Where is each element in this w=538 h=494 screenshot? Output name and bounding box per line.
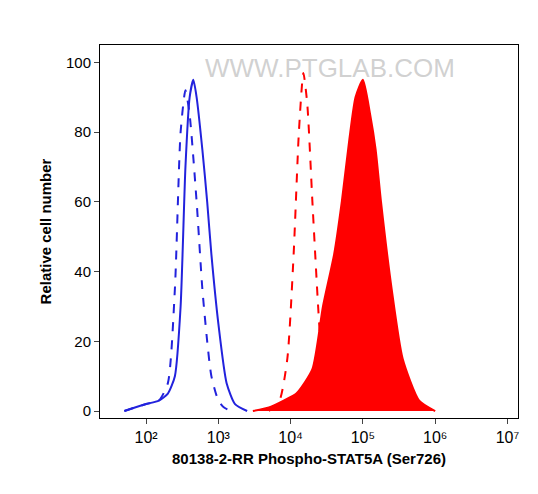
svg-text:10²: 10²: [135, 429, 159, 446]
svg-text:40: 40: [74, 263, 91, 280]
svg-text:0: 0: [83, 402, 91, 419]
svg-text:20: 20: [74, 333, 91, 350]
svg-text:10⁵: 10⁵: [351, 429, 375, 446]
svg-text:10⁷: 10⁷: [496, 429, 520, 446]
svg-text:10³: 10³: [207, 429, 231, 446]
svg-text:Relative cell number: Relative cell number: [37, 158, 54, 304]
svg-text:60: 60: [74, 193, 91, 210]
svg-text:WWW.PTGLAB.COM: WWW.PTGLAB.COM: [205, 53, 455, 83]
svg-text:10⁶: 10⁶: [423, 429, 447, 446]
svg-text:10⁴: 10⁴: [278, 429, 303, 446]
svg-text:80: 80: [74, 123, 91, 140]
svg-text:100: 100: [66, 54, 91, 71]
svg-text:80138-2-RR Phospho-STAT5A (Ser: 80138-2-RR Phospho-STAT5A (Ser726): [172, 450, 446, 467]
